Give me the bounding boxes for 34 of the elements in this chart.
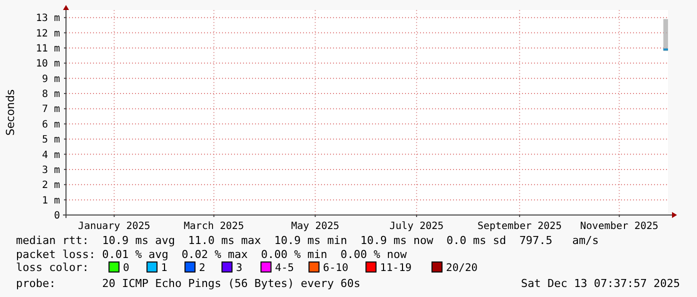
y-tick-label: 7 m [42,104,60,116]
legend-label: 11-19 [380,262,412,274]
y-tick-label: 1 m [42,195,60,206]
y-tick-label: 5 m [42,134,60,146]
legend-label: 6-10 [323,262,348,274]
y-tick-label: 8 m [42,89,60,100]
legend-label: 4-5 [275,262,294,274]
text: Sat Dec 13 07:37:57 2025 [521,277,680,290]
legend-label: 1 [161,262,168,274]
y-tick-label: 3 m [42,164,60,176]
text: packet loss: 0.01 % avg 0.02 % max 0.00 % min 0.00 % now [16,248,408,261]
legend-label: 20/20 [446,262,478,274]
y-tick-label: 4 m [42,150,60,161]
x-tick-label: July 2025 [389,221,444,232]
text: median rtt: 10.9 ms avg 11.0 ms max 10.9 ms min 10.9 ms now 0.0 ms sd 797.5 am/s [16,234,599,247]
legend-title: loss color: [16,261,89,274]
y-tick-label: 9 m [42,74,60,85]
x-tick-label: March 2025 [184,221,244,232]
y-tick-label: 11 m [36,43,60,54]
y-tick-label: 6 m [42,119,60,130]
y-tick-label: 0 [54,210,60,222]
x-tick-label: September 2025 [477,221,562,232]
legend-label: 2 [199,262,206,274]
y-axis-title: Seconds [4,89,17,136]
y-tick-label: 13 m [36,13,60,24]
y-tick-label: 2 m [42,180,60,192]
x-tick-label: November 2025 [580,221,658,232]
x-tick-label: January 2025 [78,221,150,232]
y-tick-label: 12 m [36,28,60,40]
text: probe: 20 ICMP Echo Pings (56 Bytes) every 60s [16,277,360,290]
legend-label: 3 [236,262,242,274]
x-tick-label: May 2025 [291,221,340,232]
legend-label: 0 [123,262,130,274]
y-tick-label: 10 m [36,58,60,70]
